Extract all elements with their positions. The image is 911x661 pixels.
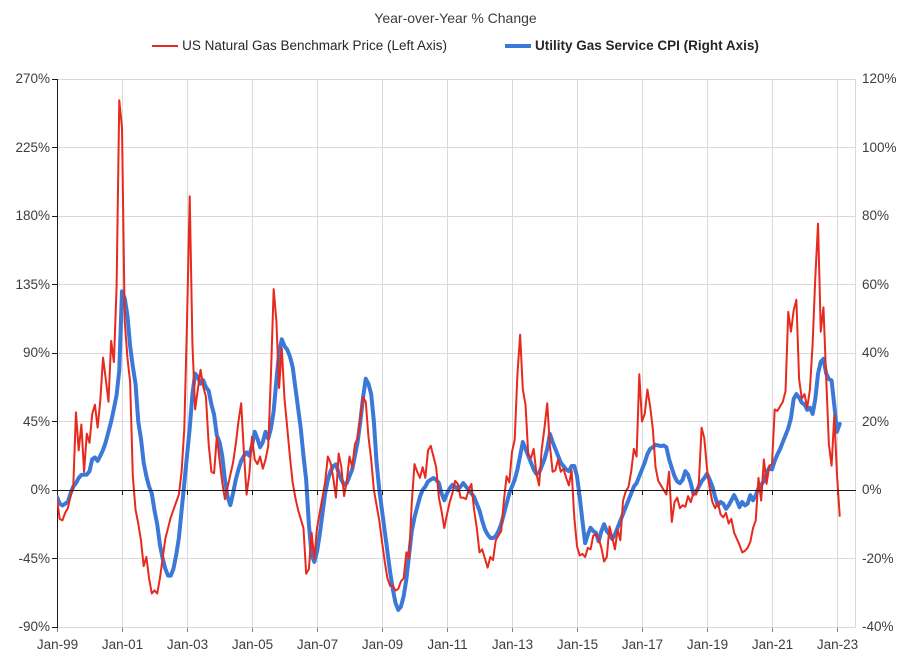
h-gridline — [57, 558, 856, 559]
v-gridline — [707, 79, 708, 627]
y-right-tick-label: 100% — [862, 139, 897, 155]
h-gridline — [57, 626, 856, 628]
y-axis-tick — [52, 352, 57, 354]
v-gridline — [642, 79, 643, 627]
x-axis-tick — [577, 628, 578, 632]
y-right-tick-label: -20% — [862, 550, 894, 566]
legend-label-cpi: Utility Gas Service CPI (Right Axis) — [535, 38, 759, 53]
x-tick-label: Jan-13 — [491, 637, 534, 652]
chart-title: Year-over-Year % Change — [374, 10, 537, 26]
h-gridline — [57, 215, 856, 217]
zero-line-tick — [707, 491, 708, 495]
x-axis-tick — [317, 628, 318, 632]
h-gridline — [57, 421, 856, 422]
zero-line-tick — [772, 491, 773, 495]
v-gridline — [187, 79, 188, 627]
x-axis-zero-line — [57, 490, 856, 491]
legend: US Natural Gas Benchmark Price (Left Axi… — [0, 38, 911, 53]
y-left-tick-label: 225% — [15, 139, 50, 155]
x-tick-label: Jan-99 — [36, 637, 79, 652]
x-axis-tick — [512, 628, 513, 632]
y-right-tick-label: -40% — [862, 619, 894, 634]
plot-right-border — [855, 79, 856, 627]
x-tick-label: Jan-01 — [101, 637, 144, 652]
y-axis-left-line — [57, 79, 58, 628]
y-left-tick-label: 270% — [15, 71, 50, 86]
h-gridline — [57, 352, 856, 354]
zero-line-tick — [252, 491, 253, 495]
v-gridline — [122, 79, 123, 627]
v-gridline — [252, 79, 253, 627]
h-gridline — [57, 147, 856, 148]
plot-area — [57, 99, 842, 612]
y-right-tick-label: 80% — [862, 208, 890, 223]
x-tick-label: Jan-07 — [296, 637, 339, 652]
x-tick-label: Jan-19 — [686, 637, 729, 652]
x-axis-tick — [772, 628, 773, 632]
y-axis-tick — [52, 489, 57, 491]
y-axis-tick — [52, 215, 57, 217]
h-gridline — [57, 78, 856, 80]
h-gridline — [57, 284, 856, 285]
v-gridline — [382, 79, 383, 627]
x-axis-tick — [122, 628, 123, 632]
y-left-tick-label: -45% — [18, 550, 50, 566]
y-left-tick-label: 90% — [22, 345, 50, 360]
legend-label-natgas: US Natural Gas Benchmark Price (Left Axi… — [182, 38, 448, 53]
x-tick-label: Jan-05 — [231, 637, 274, 652]
y-left-tick-label: 0% — [30, 482, 50, 497]
zero-line-tick — [317, 491, 318, 495]
y-axis-tick — [52, 421, 57, 422]
series-line-natgas-price — [57, 99, 841, 595]
x-tick-label: Jan-15 — [556, 637, 599, 652]
x-axis-tick — [642, 628, 643, 632]
y-right-tick-label: 20% — [862, 413, 890, 429]
y-axis-tick — [52, 78, 57, 80]
zero-line-tick — [642, 491, 643, 495]
y-right-tick-label: 0% — [862, 482, 882, 497]
x-axis-tick — [187, 628, 188, 632]
y-axis-tick — [52, 147, 57, 148]
y-left-tick-label: 45% — [22, 413, 50, 429]
x-tick-label: Jan-03 — [166, 637, 209, 652]
x-tick-label: Jan-11 — [427, 637, 468, 652]
legend-swatch-natgas — [152, 44, 179, 47]
series-line-utility-cpi — [57, 289, 842, 612]
y-axis-tick — [52, 626, 57, 628]
legend-item-natgas: US Natural Gas Benchmark Price (Left Axi… — [152, 38, 447, 53]
y-right-tick-label: 40% — [862, 345, 890, 360]
zero-line-tick — [512, 491, 513, 495]
x-axis-tick — [252, 628, 253, 632]
y-left-tick-label: 180% — [15, 208, 50, 223]
v-gridline — [317, 79, 318, 627]
zero-line-tick — [382, 491, 383, 495]
x-axis-tick — [837, 628, 838, 632]
y-left-tick-label: 135% — [15, 276, 50, 292]
v-gridline — [772, 79, 773, 627]
legend-swatch-cpi — [505, 43, 532, 48]
v-gridline — [837, 79, 838, 627]
legend-item-cpi: Utility Gas Service CPI (Right Axis) — [505, 38, 759, 53]
x-axis-tick — [382, 628, 383, 632]
y-left-tick-label: -90% — [18, 619, 50, 634]
x-axis-tick — [707, 628, 708, 632]
y-axis-tick — [52, 558, 57, 559]
x-tick-label: Jan-23 — [816, 637, 859, 652]
zero-line-tick — [187, 491, 188, 495]
x-tick-label: Jan-21 — [751, 637, 794, 652]
y-right-tick-label: 120% — [862, 71, 897, 86]
v-gridline — [512, 79, 513, 627]
x-tick-label: Jan-09 — [361, 637, 404, 652]
y-right-tick-label: 60% — [862, 276, 890, 292]
x-axis-tick — [57, 628, 58, 632]
v-gridline — [447, 79, 448, 627]
zero-line-tick — [122, 491, 123, 495]
v-gridline — [577, 79, 578, 627]
x-axis-tick — [447, 628, 448, 632]
y-axis-tick — [52, 284, 57, 285]
x-tick-label: Jan-17 — [621, 637, 664, 652]
